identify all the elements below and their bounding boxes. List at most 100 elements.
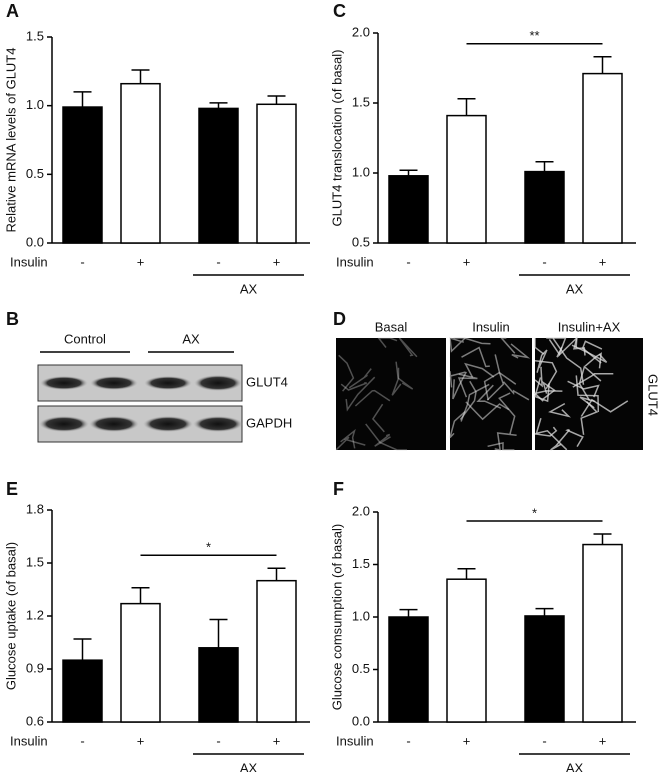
cell-membrane [377,337,398,348]
bands [39,375,243,432]
cell-membrane [476,384,502,409]
cell-membrane [348,368,372,389]
cell-membrane [449,411,466,439]
bar [524,170,565,244]
cell-membrane [581,340,603,364]
cell-membrane [459,380,477,421]
cell-membrane [483,371,517,401]
cell-membrane [534,360,558,390]
cell-membrane [534,426,558,437]
x-tick-label: - [80,733,84,748]
column-label: Insulin [472,319,510,334]
panel-letter: D [333,309,346,329]
cell-membrane [465,401,510,421]
cell-membrane [499,337,516,354]
cell-membrane [449,371,466,388]
bar [524,615,565,723]
micrograph [336,338,446,450]
group-label: AX [240,281,258,296]
x-tick-label: + [463,254,471,269]
cell-membrane [374,433,391,447]
significance-label: ** [529,28,539,43]
cell-membrane [398,337,418,358]
cell-membrane [546,337,567,356]
cell-membrane [584,352,603,369]
cell-membrane [565,428,584,447]
bar [256,579,297,723]
bar [62,659,103,723]
significance-label: * [206,540,211,555]
cell-membrane [534,338,545,355]
bar [446,114,487,244]
cell-membrane [534,366,543,388]
micrograph [535,338,643,450]
column-label: Insulin+AX [558,319,621,334]
x-tick-label: - [542,733,546,748]
cell-membrane [365,423,407,451]
y-tick-label: 0.5 [26,166,44,181]
x-tick-label: + [463,733,471,748]
y-axis-label: Relative mRNA levels of GLUT4 [3,48,18,233]
cell-membrane [572,372,614,388]
row-label: Insulin [10,733,48,748]
y-tick-label: 0.5 [352,661,370,676]
cell-membrane [391,367,402,396]
column-label: Basal [375,319,408,334]
significance-label: * [532,505,537,520]
x-tick-label: - [80,254,84,269]
bar [446,578,487,723]
cell-membrane [461,346,490,368]
row-label: Insulin [10,254,48,269]
cell-membrane [541,380,556,400]
y-tick-label: 1.5 [352,94,370,109]
y-tick-label: 0.6 [26,713,44,728]
cell-membrane [340,382,367,391]
cell-membrane [354,389,391,407]
cell-membrane [552,337,585,385]
cell-membrane [371,403,385,433]
x-tick-label: - [406,254,410,269]
x-tick-label: + [599,254,607,269]
cell-membrane [453,337,491,345]
cell-membrane [535,417,568,451]
cell-membrane [335,436,366,451]
cell-membrane [487,441,515,451]
y-tick-label: 0.0 [352,713,370,728]
cell-membrane [345,376,376,412]
y-tick-label: 1.2 [26,607,44,622]
y-axis-label: GLUT4 translocation (of basal) [329,49,344,226]
band-label: GAPDH [246,415,292,430]
y-tick-label: 0.9 [26,660,44,675]
y-tick-label: 1.0 [352,164,370,179]
group-label: AX [566,760,584,772]
bar [256,103,297,244]
panel-letter: E [6,479,18,499]
row-label: Insulin [336,254,374,269]
cell-membrane [464,362,495,378]
cell-membrane [567,380,600,398]
cell-membrane [536,349,548,373]
bar [198,107,239,244]
x-tick-label: + [273,254,281,269]
cell-membrane [449,336,466,353]
y-tick-label: 1.5 [26,554,44,569]
y-tick-label: 1.5 [26,28,44,43]
x-tick-label: + [137,254,145,269]
x-tick-label: + [599,733,607,748]
bar [120,602,161,723]
panel-letter: A [6,1,19,21]
cell-membrane [550,429,571,451]
cell-membrane [580,398,629,417]
y-tick-label: 2.0 [352,24,370,39]
cell-membrane [395,361,414,390]
y-tick-label: 1.0 [352,608,370,623]
y-axis-label: Glucose uptake (of basal) [3,542,18,690]
panel-letter: C [333,1,346,21]
bar [388,616,429,723]
panel-letter: B [6,309,19,329]
cell-membrane [338,354,355,392]
cell-membrane [502,381,530,401]
lane-label: AX [182,331,200,346]
x-tick-label: + [273,733,281,748]
